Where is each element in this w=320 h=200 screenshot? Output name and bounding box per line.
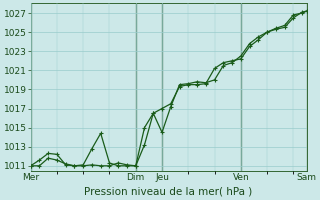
X-axis label: Pression niveau de la mer( hPa ): Pression niveau de la mer( hPa ) bbox=[84, 187, 253, 197]
